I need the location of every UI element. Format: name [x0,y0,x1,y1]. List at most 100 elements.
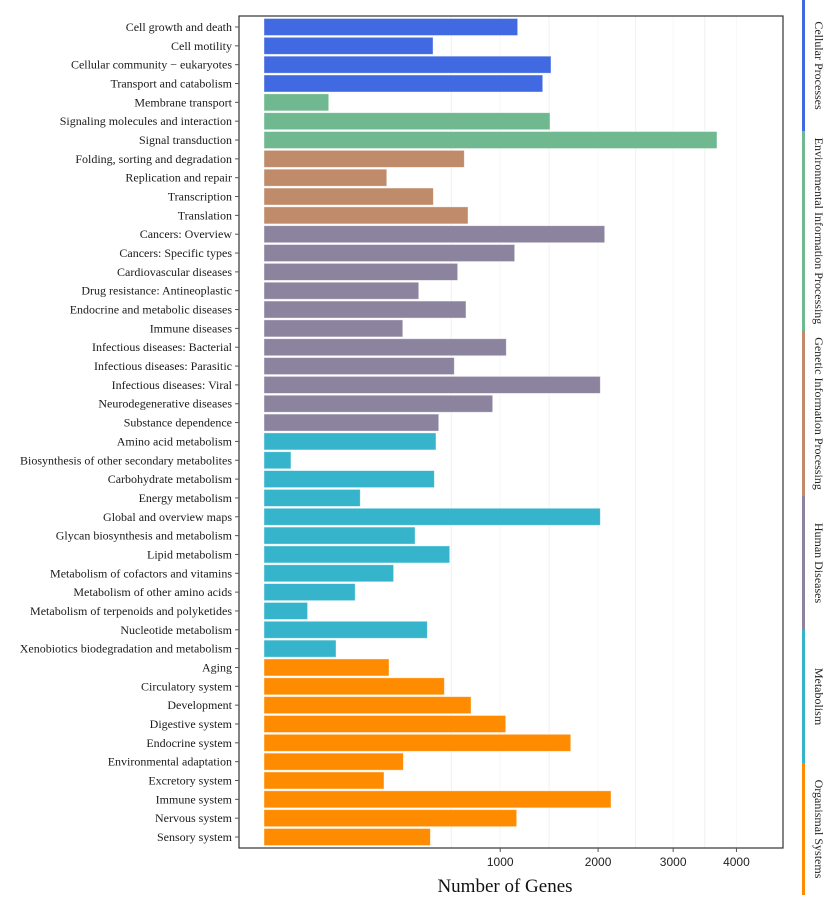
bar [263,112,551,131]
y-tick-label: Immune diseases [150,321,233,335]
bar [263,300,467,319]
bar [263,620,428,639]
y-tick-label: Glycan biosynthesis and metabolism [56,529,233,543]
strip-color-bar [802,131,805,331]
y-tick-label: Substance dependence [124,416,232,430]
y-tick-label: Signaling molecules and interaction [60,114,232,128]
bar [263,470,435,488]
y-tick-label: Xenobiotics biodegradation and metabolis… [20,642,233,656]
y-tick-label: Infectious diseases: Parasitic [94,359,232,373]
bar [263,55,552,74]
bar [263,451,292,470]
y-tick-label: Environmental adaptation [108,755,232,769]
bar [263,187,434,206]
y-tick-label: Digestive system [150,717,233,731]
y-tick-label: Transport and catabolism [110,77,232,91]
y-tick-label: Replication and repair [125,171,232,185]
y-tick-label: Immune system [156,792,233,806]
bar [263,149,465,168]
y-tick-label: Signal transduction [139,133,232,147]
y-tick-label: Cellular community − eukaryotes [71,58,232,72]
strip-color-bar [802,496,805,630]
bar [263,639,337,658]
bar [263,168,388,187]
x-tick-label: 1000 [487,855,514,869]
y-tick-label: Circulatory system [141,679,233,693]
y-tick-label: Development [167,698,232,712]
y-tick-label: Membrane transport [134,95,232,109]
y-tick-label: Energy metabolism [139,491,233,505]
y-tick-label: Endocrine and metabolic diseases [70,303,233,317]
bar [263,131,718,149]
y-axis: Cell growth and death Cell motility Cellul… [20,20,239,844]
y-tick-label: Infectious diseases: Bacterial [92,340,233,354]
bar [263,583,356,602]
y-tick-label: Neurodegenerative diseases [98,397,232,411]
strip-label: Genetic Information Processing [812,337,826,490]
bar [263,74,544,93]
y-tick-label: Aging [202,660,232,674]
bar [263,413,440,432]
strip-color-bar [802,763,805,895]
y-tick-label: Biosynthesis of other secondary metaboli… [20,453,232,467]
x-axis-title: Number of Genes [437,876,572,897]
strip-label: Metabolism [812,668,826,726]
y-tick-label: Amino acid metabolism [117,434,233,448]
y-tick-label: Nervous system [155,811,233,825]
strip-label: Human Diseases [812,523,826,604]
y-tick-label: Lipid metabolism [147,547,233,561]
y-tick-label: Global and overview maps [103,510,232,524]
x-axis: 1000 2000 3000 4000 [487,848,750,869]
bar [263,262,459,281]
strip-color-bar [802,331,805,496]
y-tick-label: Metabolism of cofactors and vitamins [50,566,232,580]
bar [263,357,455,375]
bar [263,18,519,36]
bar [263,432,437,451]
bar [263,394,494,413]
bar [263,677,445,696]
bar [263,36,434,55]
bar [263,602,308,620]
y-tick-label: Nucleotide metabolism [120,623,232,637]
bar [263,771,385,790]
y-tick-label: Sensory system [157,830,233,844]
y-tick-label: Cancers: Overview [140,227,233,241]
y-tick-label: Cancers: Specific types [119,246,232,260]
y-tick-label: Cardiovascular diseases [117,265,232,279]
bar [263,809,518,828]
bars [263,18,718,846]
bar [263,281,420,300]
bar [263,733,572,752]
plot-panel-border [238,15,784,849]
y-tick-label: Cell growth and death [126,20,232,34]
bar [263,206,469,225]
bar [263,752,404,771]
bar [263,338,507,357]
y-tick-label: Endocrine system [146,736,232,750]
y-tick-label: Cell motility [171,39,232,53]
y-tick-label: Carbohydrate metabolism [108,472,233,486]
y-tick-label: Drug resistance: Antineoplastic [81,284,232,298]
strip-label: Cellular Processes [812,21,826,110]
bar [263,564,394,583]
bar [263,715,507,733]
strip-color-bar [802,0,805,131]
bar [263,658,390,677]
bar [263,93,330,112]
strip-label: Environmental Information Processing [812,138,826,325]
bar [263,489,361,507]
bar [263,545,451,564]
y-tick-label: Translation [178,208,232,222]
bar [263,828,431,846]
bar [263,507,601,526]
y-tick-label: Folding, sorting and degradation [75,152,232,166]
bar [263,225,606,244]
category-strip: Cellular Processes Environmental Informat… [802,0,826,895]
y-tick-label: Metabolism of other amino acids [73,585,232,599]
x-tick-label: 4000 [723,855,750,869]
y-tick-label: Excretory system [148,773,232,787]
y-tick-label: Infectious diseases: Viral [112,378,233,392]
strip-label: Organismal Systems [812,780,826,879]
